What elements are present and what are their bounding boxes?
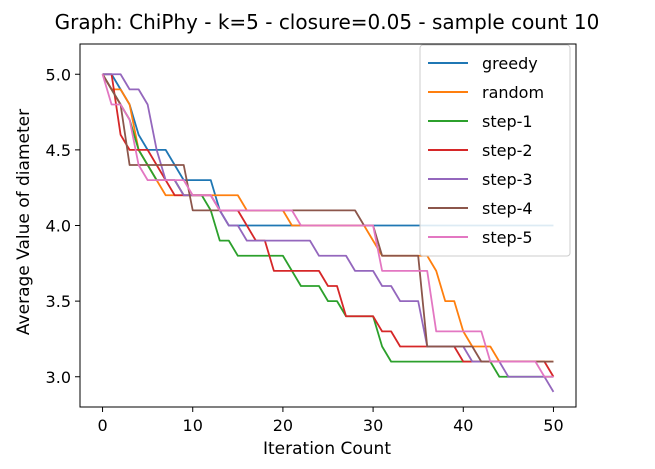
x-axis-label: Iteration Count bbox=[263, 439, 391, 459]
series-line-step-3 bbox=[102, 73, 555, 393]
legend-label-greedy: greedy bbox=[482, 54, 538, 73]
legend-label-step-4: step-4 bbox=[482, 199, 533, 218]
y-tick-label: 4.0 bbox=[46, 217, 71, 236]
chart-title: Graph: ChiPhy - k=5 - closure=0.05 - sam… bbox=[55, 10, 600, 34]
y-tick-label: 3.0 bbox=[46, 368, 71, 387]
legend-label-step-3: step-3 bbox=[482, 170, 533, 189]
series-layer bbox=[101, 73, 555, 393]
x-tick-label: 10 bbox=[183, 416, 203, 435]
x-tick-label: 20 bbox=[273, 416, 293, 435]
legend-label-step-5: step-5 bbox=[482, 228, 533, 247]
series-line-step-4 bbox=[101, 73, 554, 363]
series-line-step-5 bbox=[101, 73, 554, 378]
legend-label-random: random bbox=[482, 83, 544, 102]
legend-box bbox=[419, 44, 571, 257]
y-tick-label: 3.5 bbox=[46, 292, 71, 311]
axes-layer: 0 10 20 30 40 50 3.0 3.5 4.0 4.5 5.0 bbox=[46, 43, 577, 435]
legend-label-step-1: step-1 bbox=[482, 112, 533, 131]
y-tick-label: 4.5 bbox=[46, 141, 71, 160]
x-tick-label: 40 bbox=[453, 416, 473, 435]
y-axis-label: Average Value of diameter bbox=[14, 109, 34, 335]
x-tick-label: 30 bbox=[363, 416, 383, 435]
legend: greedy random step-1 step-2 step-3 step-4 step… bbox=[419, 44, 571, 257]
x-tick-label: 50 bbox=[543, 416, 563, 435]
x-tick-label: 0 bbox=[97, 416, 107, 435]
y-tick-label: 5.0 bbox=[46, 65, 71, 84]
legend-label-step-2: step-2 bbox=[482, 141, 533, 160]
